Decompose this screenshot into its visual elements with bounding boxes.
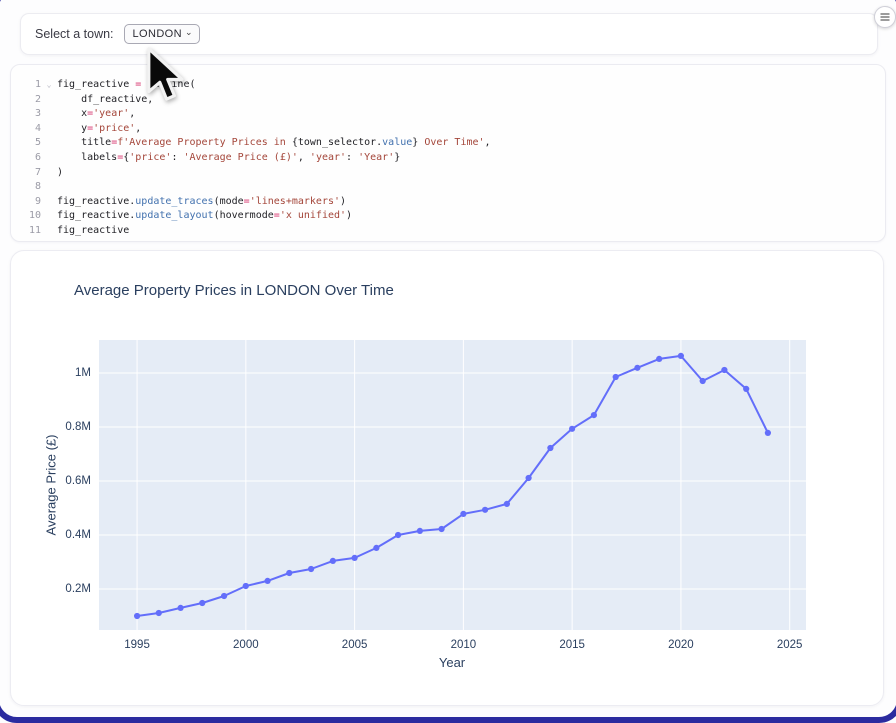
x-tick-label: 2005 (341, 639, 368, 651)
line-number: 10 (28, 210, 41, 222)
town-selector-card: Select a town: LONDON ⌄ (20, 13, 878, 55)
line-number: 4 (34, 122, 41, 134)
town-selector-label: Select a town: (35, 27, 114, 41)
code-text: df_reactive, (57, 93, 154, 105)
code-line[interactable]: 8 (15, 180, 875, 195)
line-number: 7 (34, 166, 41, 178)
x-axis-title: Year (438, 655, 466, 670)
line-number: 2 (34, 93, 41, 105)
code-lines: 1 ⌄ fig_reactive = px.line(2 df_reactive, 3… (15, 78, 875, 239)
fold-gutter (41, 151, 57, 166)
code-text: y='price', (57, 122, 142, 134)
y-tick-label: 1M (75, 366, 91, 379)
fold-gutter (41, 195, 57, 210)
code-line[interactable]: 4 y='price', (15, 122, 875, 137)
fold-gutter (41, 122, 57, 137)
line-number: 1 (34, 79, 41, 90)
fold-chevron-icon[interactable]: ⌄ (46, 80, 52, 89)
code-line[interactable]: 11 fig_reactive (15, 224, 875, 239)
code-line[interactable]: 10 fig_reactive.update_layout(hovermode='… (15, 209, 875, 224)
code-text: fig_reactive.update_layout(hovermode='x … (57, 210, 353, 222)
code-line[interactable]: 1 ⌄ fig_reactive = px.line( (15, 78, 875, 93)
code-line[interactable]: 5 title=f'Average Property Prices in {to… (15, 136, 875, 151)
code-text: fig_reactive = px.line( (57, 79, 196, 90)
y-tick-label: 0.4M (65, 528, 91, 541)
code-line[interactable]: 6 labels={'price': 'Average Price (£)', … (15, 151, 875, 166)
fold-gutter (41, 224, 57, 239)
x-tick-label: 1995 (124, 639, 150, 651)
chart-title: Average Property Prices in LONDON Over T… (74, 282, 394, 299)
code-cell-editor[interactable]: 1 ⌄ fig_reactive = px.line(2 df_reactive, 3… (10, 64, 886, 242)
x-tick-label: 2000 (233, 639, 259, 651)
town-select-value: LONDON (132, 28, 182, 40)
x-tick-label: 2020 (668, 639, 694, 651)
line-number: 11 (28, 224, 41, 236)
code-text: title=f'Average Property Prices in {town… (57, 137, 491, 149)
y-tick-label: 0.6M (65, 474, 91, 487)
fold-gutter (41, 166, 57, 181)
menu-button[interactable] (874, 6, 896, 28)
y-tick-label: 0.2M (65, 582, 91, 595)
x-tick-label: 2025 (776, 639, 803, 651)
hamburger-icon (880, 13, 890, 21)
code-text: fig_reactive.update_traces(mode='lines+m… (57, 195, 347, 207)
code-text: fig_reactive (57, 224, 130, 236)
code-line[interactable]: 3 x='year', (15, 107, 875, 122)
x-tick-label: 2015 (559, 639, 585, 651)
y-tick-label: 0.8M (65, 420, 91, 433)
code-line[interactable]: 9 fig_reactive.update_traces(mode='lines+… (15, 195, 875, 210)
code-text (57, 180, 875, 195)
fold-gutter (41, 107, 57, 122)
code-text: labels={'price': 'Average Price (£)', 'y… (57, 151, 401, 163)
code-line[interactable]: 7) (15, 166, 875, 181)
line-number: 9 (34, 195, 41, 207)
code-text: x='year', (57, 108, 136, 120)
fold-gutter (41, 93, 57, 108)
fold-gutter (41, 209, 57, 224)
line-number: 5 (34, 137, 41, 149)
chevron-down-icon: ⌄ (184, 27, 193, 37)
fold-gutter (41, 136, 57, 151)
town-select[interactable]: LONDON ⌄ (123, 24, 200, 44)
code-text: ) (57, 166, 64, 178)
chart-output-card: Average Property Prices in LONDON Over T… (10, 250, 884, 706)
line-chart (99, 340, 806, 630)
x-tick-label: 2010 (450, 639, 477, 651)
fold-gutter (41, 180, 57, 195)
line-number: 3 (34, 108, 41, 120)
code-line[interactable]: 2 df_reactive, (15, 93, 875, 108)
plot-area[interactable] (99, 340, 806, 630)
line-number: 6 (34, 151, 41, 163)
line-number: 8 (34, 181, 41, 193)
